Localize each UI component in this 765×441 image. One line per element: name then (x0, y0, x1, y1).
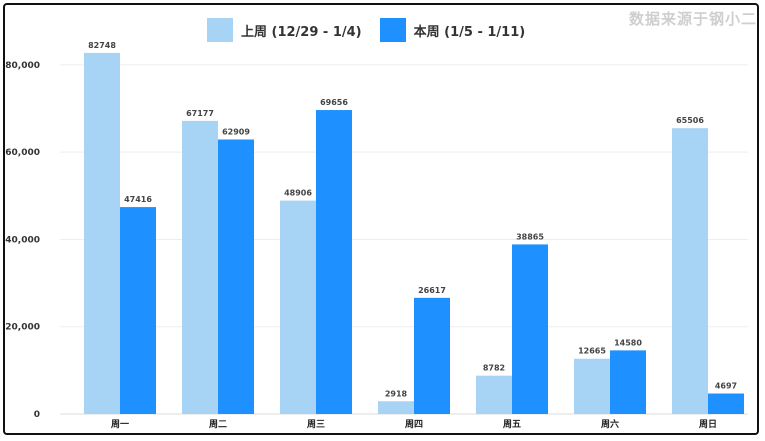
data-label: 38865 (516, 232, 544, 241)
x-tick-label: 周一 (111, 419, 129, 430)
x-tick-label: 周日 (699, 419, 717, 430)
bar (84, 52, 120, 415)
bar (280, 200, 316, 414)
data-label: 62909 (222, 127, 250, 136)
data-label: 82748 (88, 41, 116, 50)
bar (218, 139, 254, 414)
data-label: 14580 (614, 338, 642, 347)
y-tick-label: 20,000 (5, 323, 40, 333)
bar (120, 207, 156, 414)
y-tick-label: 0 (34, 410, 40, 420)
data-label: 8782 (483, 364, 505, 373)
legend-item-this-week[interactable]: 本周 (1/5 - 1/11) (379, 18, 526, 42)
data-label: 12665 (578, 347, 606, 356)
bar (316, 110, 352, 415)
x-tick-label: 周五 (503, 419, 521, 430)
x-tick-label: 周三 (307, 419, 325, 430)
y-tick-label: 40,000 (5, 235, 40, 245)
bar (672, 128, 708, 414)
x-tick-label: 周四 (405, 419, 423, 430)
data-label: 2918 (385, 389, 408, 398)
data-label: 69656 (320, 98, 348, 107)
bar (182, 120, 218, 414)
bar (414, 297, 450, 414)
source-watermark: 数据来源于钢小二 (628, 10, 757, 28)
bar (574, 358, 610, 414)
bar (476, 375, 512, 414)
data-label: 47416 (124, 195, 152, 204)
chart-legend: 上周 (12/29 - 1/4) 本周 (1/5 - 1/11) (207, 18, 543, 42)
bar (708, 393, 744, 414)
y-tick-label: 60,000 (5, 148, 40, 158)
bar (610, 350, 646, 414)
bar (378, 401, 414, 414)
x-tick-label: 周二 (209, 419, 227, 430)
y-tick-label: 80,000 (5, 61, 40, 71)
data-label: 48906 (284, 189, 312, 198)
legend-label-this-week: 本周 (1/5 - 1/11) (413, 24, 526, 40)
legend-item-last-week[interactable]: 上周 (12/29 - 1/4) (207, 18, 362, 42)
legend-label-last-week: 上周 (12/29 - 1/4) (241, 24, 362, 40)
data-label: 4697 (715, 382, 737, 391)
data-label: 26617 (418, 286, 446, 295)
legend-swatch-this-week (379, 18, 406, 42)
data-label: 67177 (186, 109, 214, 118)
x-tick-label: 周六 (601, 418, 619, 430)
legend-swatch-last-week (207, 18, 233, 42)
data-label: 65506 (676, 116, 704, 125)
bar (512, 244, 548, 414)
